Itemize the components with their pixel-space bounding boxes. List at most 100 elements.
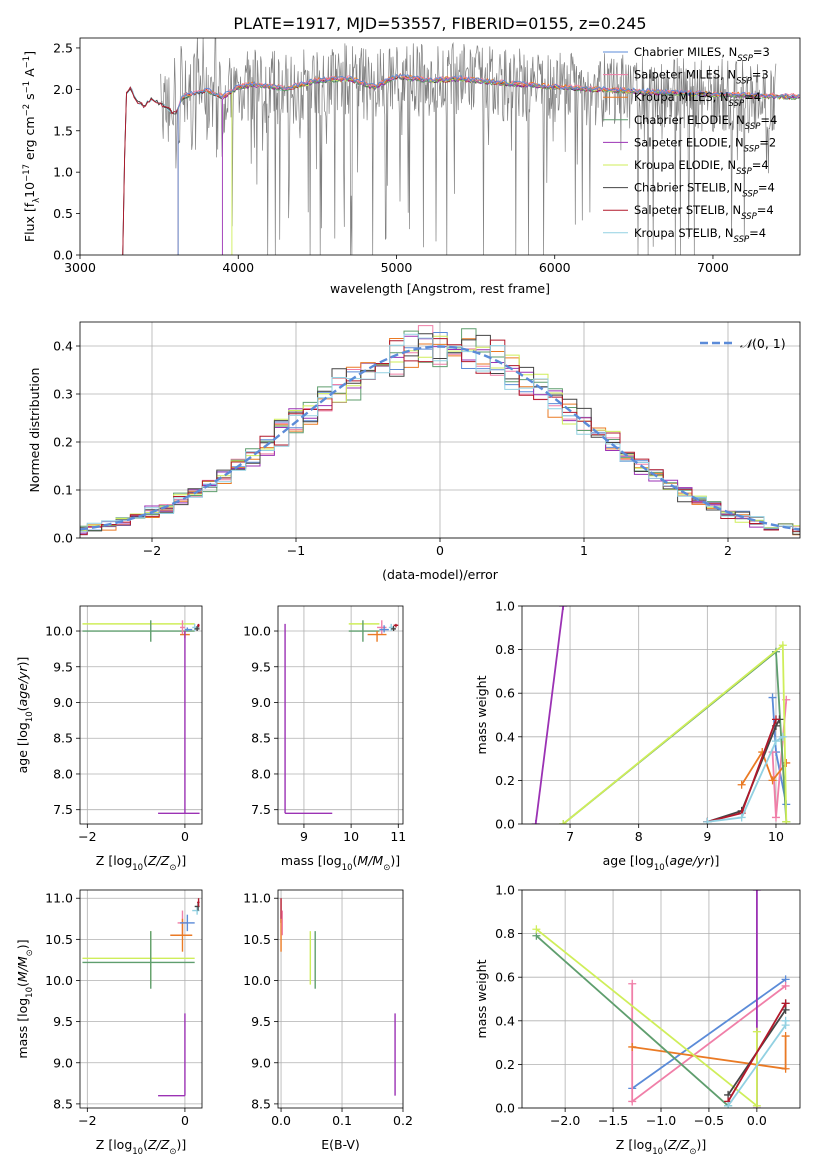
panel-weight-age: 7 8 9 10 0.0 0.2 0.4 0.6 0.8 1.0 mass weight age [l…	[474, 599, 801, 873]
y-tick-label: 1.5	[53, 123, 73, 138]
data-point-marker	[781, 1064, 790, 1073]
y-tick-label: 0.2	[495, 773, 515, 788]
data-point-marker	[778, 641, 787, 650]
plot-area	[531, 606, 791, 824]
point-kroupa-stelib	[388, 623, 394, 632]
y-tick-label: 7.5	[251, 802, 271, 817]
series-line	[727, 1002, 787, 1102]
y-tick-label: 10.0	[243, 973, 271, 988]
axes-frame	[79, 605, 203, 825]
axes: −2 −1 0 1 2 0.0 0.1 0.2 0.3 0.4	[53, 339, 732, 559]
observed-spectrum-line	[160, 38, 777, 255]
series-chabrier-elodie	[559, 647, 791, 824]
x-tick-label: 6000	[539, 260, 571, 275]
x-tick-label: −1.5	[598, 1113, 628, 1128]
y-tick-label: 9.5	[53, 659, 73, 674]
y-tick-label: 8.5	[251, 1096, 271, 1111]
y-tick-label: 10.0	[45, 973, 73, 988]
y-tick-label: 8.5	[53, 731, 73, 746]
y-tick-label: 0.6	[495, 686, 515, 701]
y-tick-label: 11.0	[45, 891, 73, 906]
axes: 3000 4000 5000 6000 7000 0.0 0.5 1.0 1.5 2.0 2.5	[53, 40, 729, 275]
legend: Chabrier MILES, NSSP=3 Salpeter MILES, NS…	[603, 45, 777, 245]
x-tick-label: 0.1	[332, 1113, 352, 1128]
legend-label: Kroupa STELIB, NSSP=4	[634, 226, 766, 245]
y-tick-label: 2.5	[53, 40, 73, 55]
y-tick-label: 8.5	[251, 731, 271, 746]
axes: 7 8 9 10 0.0 0.2 0.4 0.6 0.8 1.0	[495, 599, 784, 845]
histogram-kroupa-elodie	[80, 335, 800, 531]
data-point-marker	[781, 1032, 790, 1041]
x-axis-label: E(B-V)	[321, 1137, 360, 1152]
plot-area	[82, 898, 200, 1097]
series-kroupa-stelib	[724, 1016, 790, 1108]
point-salpeter-miles	[180, 620, 185, 635]
x-tick-label: −2	[143, 543, 161, 558]
y-tick-label: 9.0	[53, 1055, 73, 1070]
y-tick-label: 0.8	[495, 642, 515, 657]
x-tick-label: 10	[768, 829, 784, 844]
y-tick-label: 0.8	[495, 926, 515, 941]
x-tick-label: 11	[390, 829, 406, 844]
series-line	[534, 606, 565, 824]
x-tick-label: 0.0	[271, 1113, 291, 1128]
series-salpeter-elodie	[531, 606, 568, 824]
x-tick-label: −1	[287, 543, 305, 558]
x-tick-label: 9	[300, 829, 308, 844]
histogram-salpeter-stelib	[80, 338, 800, 536]
y-tick-label: 8.0	[251, 766, 271, 781]
data-point-marker	[771, 813, 780, 822]
y-tick-label: 10.0	[243, 624, 271, 639]
y-axis-label: Normed distribution	[27, 368, 42, 493]
x-tick-label: −2	[78, 829, 96, 844]
y-tick-label: 0.0	[495, 1101, 515, 1116]
series-line	[707, 719, 777, 823]
y-tick-label: 2.0	[53, 82, 73, 97]
x-tick-label: 0.2	[393, 1113, 413, 1128]
plot-area	[80, 325, 800, 536]
y-axis-label: Flux [fλ10−17 erg cm−2 s−1 A−1]	[22, 51, 42, 242]
series-kroupa-elodie	[532, 925, 761, 1108]
axes: −2 0 8.5 9.0 9.5 10.0 10.5 11.0	[45, 891, 189, 1128]
point-salpeter-miles	[377, 620, 387, 635]
x-tick-label: −2	[78, 1113, 96, 1128]
legend-label: Chabrier MILES, NSSP=3	[634, 45, 770, 64]
axes-frame	[521, 889, 801, 1109]
x-tick-label: 7000	[697, 260, 729, 275]
x-axis-label: (data-model)/error	[382, 567, 499, 582]
data-point-marker	[752, 890, 761, 894]
x-axis-label: age [log10(age/yr)]	[603, 853, 720, 873]
data-point-marker	[703, 817, 712, 824]
legend-label: Kroupa ELODIE, NSSP=4	[634, 158, 769, 177]
point-chabrier-stelib	[391, 626, 396, 632]
plot-area	[532, 890, 790, 1108]
x-tick-label: 3000	[64, 260, 96, 275]
y-tick-label: 0.0	[495, 817, 515, 832]
series-kroupa-miles	[628, 1032, 790, 1073]
y-tick-label: 9.5	[251, 659, 271, 674]
x-tick-label: 2	[724, 543, 732, 558]
series-line	[707, 736, 784, 823]
data-point-marker	[532, 925, 541, 934]
x-axis-label: wavelength [Angstrom, rest frame]	[330, 281, 550, 296]
point-salpeter-stelib	[197, 898, 200, 907]
y-tick-label: 0.5	[53, 206, 73, 221]
panel-weight-Z: −2.0 −1.5 −1.0 −0.5 0.0 0.0 0.2 0.4 0.6 0.8 1.0 mas…	[474, 883, 801, 1157]
data-point-marker	[781, 999, 790, 1008]
x-tick-label: −0.5	[694, 1113, 724, 1128]
x-tick-label: −2.0	[550, 1113, 580, 1128]
x-tick-label: 0	[436, 543, 444, 558]
gridlines	[278, 890, 404, 1108]
x-tick-label: 1	[580, 543, 588, 558]
axes: −2 0 7.5 8.0 8.5 9.0 9.5 10.0	[45, 624, 189, 844]
y-tick-label: 9.0	[53, 695, 73, 710]
y-tick-label: 11.0	[243, 891, 271, 906]
panel-mass-Z: −2 0 8.5 9.0 9.5 10.0 10.5 11.0 Z [log10(Z/Z⊙)] m…	[15, 889, 203, 1157]
legend-label: Chabrier ELODIE, NSSP=4	[634, 113, 777, 132]
y-tick-label: 0.4	[495, 1013, 515, 1028]
point-chabrier-elodie	[348, 620, 380, 642]
legend-label: Kroupa MILES, NSSP=4	[634, 90, 761, 109]
point-salpeter-stelib	[197, 623, 200, 628]
series-kroupa-stelib	[703, 732, 787, 824]
